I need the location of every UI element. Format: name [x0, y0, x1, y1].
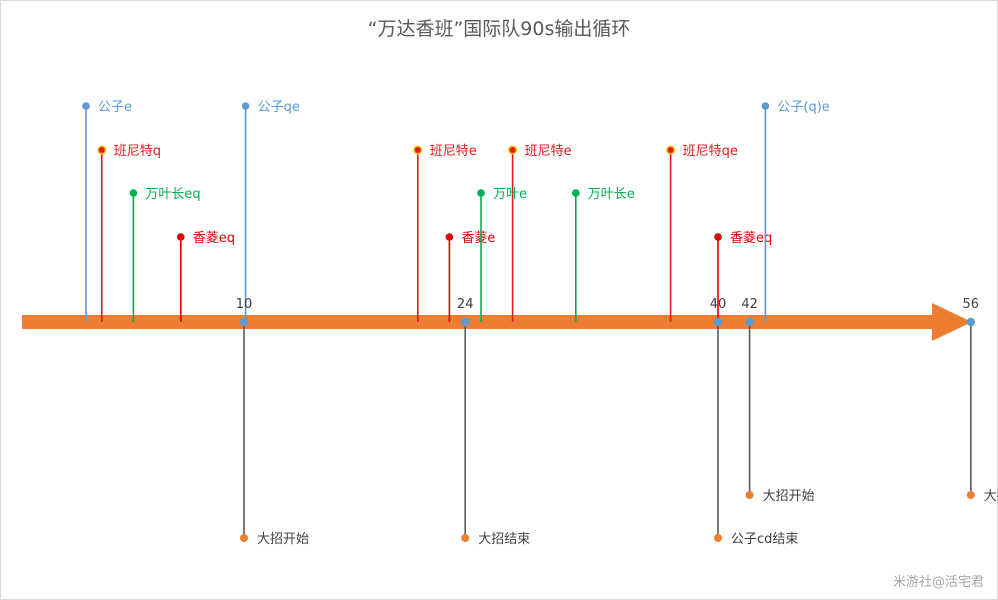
skill-event-marker [98, 147, 105, 153]
milestone-label: 大招开始 [763, 489, 815, 504]
skill-event-label: 香菱eq [193, 231, 235, 246]
axis-tick-marker [745, 317, 754, 327]
skill-event-label: 香菱e [461, 231, 495, 246]
milestone-marker [714, 534, 722, 542]
milestone-marker [966, 491, 975, 499]
skill-event-label: 万叶长e [588, 187, 635, 202]
skill-event-label: 香菱eq [730, 231, 772, 246]
axis-tick-marker [713, 317, 723, 327]
axis-tick-label: 56 [963, 297, 980, 312]
milestone-marker [461, 534, 470, 542]
axis-tick-label: 42 [741, 297, 758, 312]
skill-event-marker [761, 102, 770, 110]
diagram-title: “万达香班”国际队90s输出循环 [367, 18, 631, 40]
skill-event-marker [509, 147, 516, 153]
skill-event-marker [445, 233, 454, 241]
skill-event-marker [714, 233, 722, 241]
axis-tick-label: 24 [457, 297, 474, 312]
skill-event-marker [667, 147, 674, 153]
skill-event-label: 公子(q)e [777, 100, 829, 115]
skill-event-marker [129, 189, 138, 197]
skill-event-marker [414, 147, 421, 153]
watermark: 米游社@活宅君 [892, 575, 984, 590]
skill-event-marker [177, 233, 185, 241]
skill-event-marker [241, 102, 250, 110]
axis-tick-marker [461, 317, 470, 327]
axis-tick-marker [966, 317, 975, 327]
skill-event-marker [572, 189, 580, 197]
axis-tick-marker [239, 317, 249, 327]
skill-event-label: 万叶长eq [145, 187, 200, 202]
skill-event-label: 班尼特q [114, 144, 161, 159]
skill-event-label: 班尼特e [525, 144, 572, 159]
milestone-marker [240, 534, 248, 542]
skill-event-label: 班尼特qe [683, 144, 738, 159]
skill-event-label: 万叶e [493, 187, 527, 202]
skill-event-label: 班尼特e [430, 144, 477, 159]
axis-tick-label: 10 [236, 297, 253, 312]
timeline-arrow-head [932, 303, 972, 341]
milestone-label: 大招开始 [257, 532, 309, 547]
skill-event-label: 公子qe [258, 100, 300, 115]
milestone-label: 公子cd结束 [731, 532, 798, 547]
skill-event-marker [477, 189, 485, 197]
timeline-arrow-shaft [22, 315, 937, 329]
milestone-label: 大招结束 [984, 489, 998, 504]
milestone-label: 大招结束 [478, 532, 530, 547]
skill-event-label: 公子e [98, 100, 132, 115]
milestone-marker [745, 491, 754, 499]
skill-event-marker [82, 102, 90, 110]
axis-tick-label: 40 [710, 297, 727, 312]
